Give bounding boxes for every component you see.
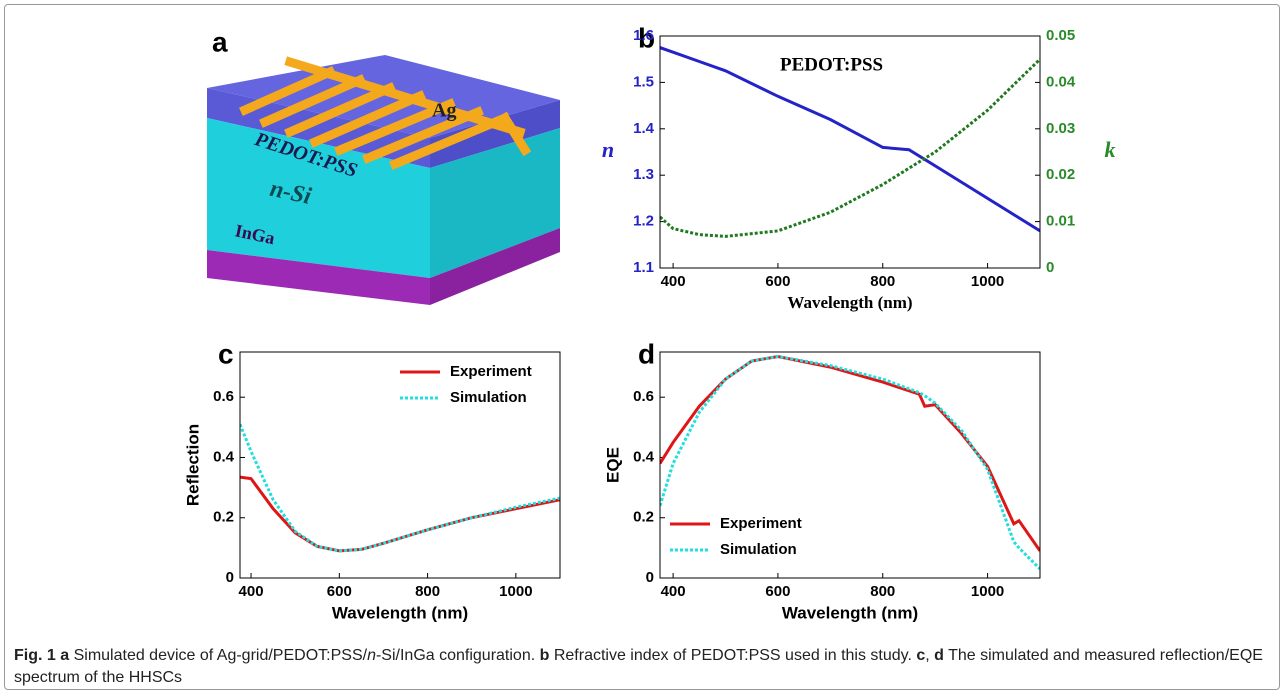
x-tick-label: 600: [765, 273, 790, 290]
x-axis-label: Wavelength (nm): [332, 603, 468, 622]
y-tick-label: 1.4: [633, 120, 655, 137]
y-tick-label: 1.1: [633, 259, 654, 276]
axes-box: [239, 351, 561, 579]
axes-box: [659, 35, 1041, 269]
x-tick-label: 800: [870, 583, 895, 600]
inga-right: [430, 228, 560, 305]
y-tick-label: 0.4: [633, 448, 655, 465]
ag-label: Ag: [432, 100, 456, 122]
series-line: [240, 475, 560, 553]
y-tick-label: 1.5: [633, 73, 654, 90]
panel-label: c: [218, 338, 234, 369]
x-tick-label: 600: [327, 583, 352, 600]
y2-tick-label: 0.03: [1046, 120, 1075, 137]
inga-left: [207, 250, 430, 305]
y-axis-label: EQE: [603, 447, 622, 483]
pedot-left: [207, 88, 430, 168]
legend-label: Simulation: [720, 541, 797, 558]
x-tick-label: 1000: [971, 583, 1004, 600]
panel-label: d: [638, 338, 655, 369]
x-axis-label: Wavelength (nm): [787, 293, 912, 312]
x-tick-label: 800: [415, 583, 440, 600]
y-tick-label: 0.2: [633, 509, 654, 526]
legend-label: Simulation: [450, 389, 527, 406]
series-line: [660, 354, 1040, 571]
caption-run: c: [916, 647, 926, 664]
series-line: [660, 46, 1040, 233]
y-tick-label: 1.2: [633, 213, 654, 230]
y-tick-label: 0.2: [213, 509, 234, 526]
caption-run: The simulated and measured reflection/EQ…: [14, 647, 1263, 686]
x-tick-label: 400: [239, 583, 264, 600]
caption-run: ,: [925, 647, 935, 664]
ag-grid: [239, 56, 532, 170]
series-line: [660, 58, 1040, 238]
caption-run: n: [367, 647, 376, 664]
caption-run: Simulated device of Ag-grid/PEDOT:PSS/: [69, 647, 368, 664]
x-tick-label: 800: [870, 273, 895, 290]
caption-run: b: [539, 647, 550, 664]
y2-tick-label: 0: [1046, 259, 1054, 276]
axes-box: [659, 351, 1041, 579]
x-axis-label: Wavelength (nm): [782, 603, 918, 622]
y-tick-label: 0.6: [633, 388, 654, 405]
panel-label: b: [638, 22, 655, 53]
x-tick-label: 400: [661, 583, 686, 600]
y-tick-label: 0.6: [213, 388, 234, 405]
series-line: [240, 423, 560, 553]
legend-label: Experiment: [720, 515, 802, 532]
device-diagram: a Ag PEDOT:PSS n-Si InGa: [207, 26, 560, 305]
caption-run: Fig. 1: [14, 647, 56, 664]
caption-run: a: [60, 647, 70, 664]
y2-tick-label: 0.01: [1046, 213, 1075, 230]
y-axis-label: Reflection: [183, 424, 202, 506]
x-tick-label: 600: [765, 583, 790, 600]
figure-frame: [4, 4, 1280, 690]
figure: a Ag PEDOT:PSS n-Si InGa b 400 600 800 1000 1…: [183, 22, 1116, 622]
annotation: PEDOT:PSS: [780, 54, 883, 75]
y2-tick-label: 0.05: [1046, 27, 1075, 44]
legend-label: Experiment: [450, 363, 532, 380]
x-tick-label: 1000: [971, 273, 1004, 290]
y2-axis-label: k: [1105, 137, 1116, 162]
y-tick-label: 0: [646, 569, 654, 586]
series-line: [660, 354, 1040, 552]
y-tick-label: 0.4: [213, 448, 235, 465]
caption-run: d: [934, 647, 944, 664]
panel-label: a: [212, 26, 228, 57]
y-axis-label: n: [602, 137, 614, 162]
y-tick-label: 0: [226, 569, 234, 586]
caption-run: Refractive index of PEDOT:PSS used in th…: [549, 647, 917, 664]
x-tick-label: 400: [661, 273, 686, 290]
y2-tick-label: 0.02: [1046, 166, 1075, 183]
caption-run: -Si/InGa configuration.: [375, 647, 540, 664]
pedot-right: [430, 100, 560, 168]
x-tick-label: 1000: [499, 583, 532, 600]
y-tick-label: 1.6: [633, 27, 654, 44]
y-tick-label: 1.3: [633, 166, 654, 183]
y2-tick-label: 0.04: [1046, 73, 1076, 90]
caption: Fig. 1 a Simulated device of Ag-grid/PED…: [14, 645, 1264, 689]
